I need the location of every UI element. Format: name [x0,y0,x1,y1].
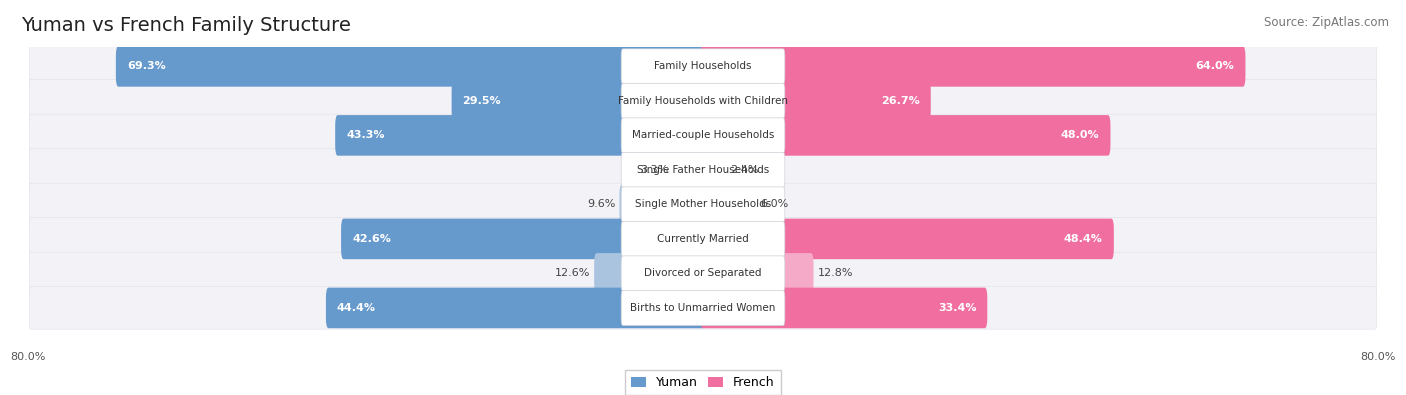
FancyBboxPatch shape [335,115,706,156]
FancyBboxPatch shape [30,149,1376,191]
Text: 33.4%: 33.4% [938,303,976,313]
Legend: Yuman, French: Yuman, French [626,370,780,395]
FancyBboxPatch shape [30,183,1376,226]
Text: Single Father Households: Single Father Households [637,165,769,175]
Text: 12.8%: 12.8% [818,269,853,278]
Text: 42.6%: 42.6% [352,234,391,244]
FancyBboxPatch shape [30,252,1376,295]
Text: 12.6%: 12.6% [554,269,591,278]
FancyBboxPatch shape [451,81,706,121]
Text: 2.4%: 2.4% [730,165,758,175]
Text: Source: ZipAtlas.com: Source: ZipAtlas.com [1264,16,1389,29]
FancyBboxPatch shape [115,46,706,87]
FancyBboxPatch shape [700,46,1246,87]
Text: 43.3%: 43.3% [346,130,385,140]
FancyBboxPatch shape [621,187,785,222]
FancyBboxPatch shape [700,184,756,225]
FancyBboxPatch shape [700,253,814,294]
Text: 48.0%: 48.0% [1062,130,1099,140]
FancyBboxPatch shape [672,150,706,190]
Text: Family Households with Children: Family Households with Children [619,96,787,106]
Text: Currently Married: Currently Married [657,234,749,244]
Text: Married-couple Households: Married-couple Households [631,130,775,140]
Text: 48.4%: 48.4% [1064,234,1102,244]
FancyBboxPatch shape [700,150,725,190]
Text: Family Households: Family Households [654,61,752,71]
FancyBboxPatch shape [620,184,706,225]
FancyBboxPatch shape [342,218,706,259]
Text: 29.5%: 29.5% [463,96,501,106]
Text: Births to Unmarried Women: Births to Unmarried Women [630,303,776,313]
Text: Yuman vs French Family Structure: Yuman vs French Family Structure [21,16,351,35]
FancyBboxPatch shape [621,152,785,188]
FancyBboxPatch shape [700,115,1111,156]
FancyBboxPatch shape [326,288,706,328]
FancyBboxPatch shape [621,118,785,153]
FancyBboxPatch shape [621,290,785,325]
FancyBboxPatch shape [30,45,1376,88]
Text: Divorced or Separated: Divorced or Separated [644,269,762,278]
Text: 26.7%: 26.7% [882,96,920,106]
FancyBboxPatch shape [30,218,1376,260]
Text: 69.3%: 69.3% [127,61,166,71]
FancyBboxPatch shape [595,253,706,294]
Text: 64.0%: 64.0% [1195,61,1234,71]
Text: 3.3%: 3.3% [640,165,668,175]
Text: 9.6%: 9.6% [586,199,616,209]
FancyBboxPatch shape [30,114,1376,156]
FancyBboxPatch shape [621,256,785,291]
FancyBboxPatch shape [30,287,1376,329]
Text: Single Mother Households: Single Mother Households [636,199,770,209]
FancyBboxPatch shape [621,83,785,118]
FancyBboxPatch shape [700,218,1114,259]
FancyBboxPatch shape [700,81,931,121]
FancyBboxPatch shape [700,288,987,328]
Text: 44.4%: 44.4% [337,303,375,313]
FancyBboxPatch shape [30,80,1376,122]
FancyBboxPatch shape [621,49,785,84]
FancyBboxPatch shape [621,221,785,256]
Text: 6.0%: 6.0% [761,199,789,209]
